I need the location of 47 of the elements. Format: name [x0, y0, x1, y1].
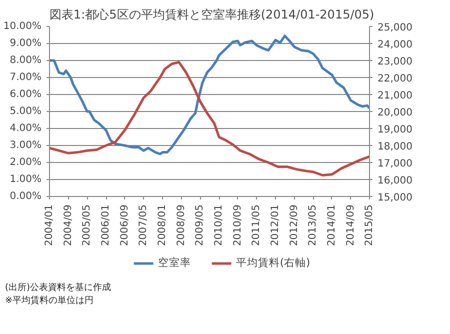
y-tick-label: 4.00%	[10, 123, 42, 134]
x-tick-label: 2012/01	[270, 204, 281, 246]
x-tick-label: 2005/05	[82, 204, 93, 246]
y2-tick-label: 23,000	[378, 56, 412, 68]
y2-tick-label: 21,000	[378, 90, 412, 102]
y-tick-label: 7.00%	[10, 72, 42, 83]
x-tick-label: 2008/09	[176, 204, 187, 246]
y2-tick-label: 25,000	[378, 22, 412, 34]
y-tick-label: 5.00%	[10, 106, 42, 117]
x-tick-label: 2006/01	[100, 204, 112, 246]
y-tick-label: 2.00%	[10, 157, 42, 168]
x-tick-label: 2009/05	[194, 204, 206, 246]
y2-tick-label: 17,000	[378, 158, 412, 170]
x-tick-label: 2008/01	[156, 204, 168, 246]
y-tick-label: 9.00%	[10, 38, 42, 49]
line-series	[50, 60, 370, 176]
x-tick-label: 2004/01	[44, 204, 55, 246]
x-tick-label: 2015/05	[364, 204, 375, 246]
y-tick-label: 3.00%	[10, 140, 42, 151]
y-tick-label: 0.00%	[10, 191, 42, 202]
x-tick-label: 2006/09	[119, 204, 130, 246]
x-tick-label: 2010/09	[232, 204, 244, 246]
legend-label: 平均賃料(右軸)	[236, 256, 310, 270]
x-tick-label: 2004/09	[62, 204, 74, 246]
y-tick-label: 1.00%	[10, 174, 42, 185]
line-series	[50, 34, 370, 156]
y-tick-label: 8.00%	[10, 55, 42, 66]
legend-label: 空室率	[158, 256, 191, 270]
x-tick-label: 2013/05	[308, 204, 319, 246]
y-tick-label: 10.00%	[3, 21, 42, 32]
x-tick-label: 2007/05	[138, 204, 150, 246]
x-tick-label: 2010/01	[214, 204, 225, 246]
y2-tick-label: 24,000	[378, 40, 412, 50]
x-tick-label: 2011/05	[251, 204, 262, 246]
y2-tick-label: 19,000	[378, 124, 412, 136]
x-tick-label: 2014/01	[326, 204, 338, 246]
y2-tick-label: 20,000	[378, 108, 412, 118]
y2-tick-label: 22,000	[378, 74, 412, 84]
y2-tick-label: 16,000	[378, 176, 412, 186]
y2-tick-label: 15,000	[378, 192, 412, 204]
y2-tick-label: 18,000	[378, 142, 412, 152]
y-tick-label: 6.00%	[10, 89, 42, 100]
text: (出所)公表資料を基に作成	[5, 282, 112, 295]
text: ※平均賃料の単位は円	[5, 295, 95, 308]
chart-title: 図表1:都心5区の平均賃料と空室率推移(2014/01-2015/05)	[50, 8, 374, 22]
x-tick-label: 2014/09	[345, 204, 356, 246]
x-tick-label: 2012/09	[288, 204, 300, 246]
